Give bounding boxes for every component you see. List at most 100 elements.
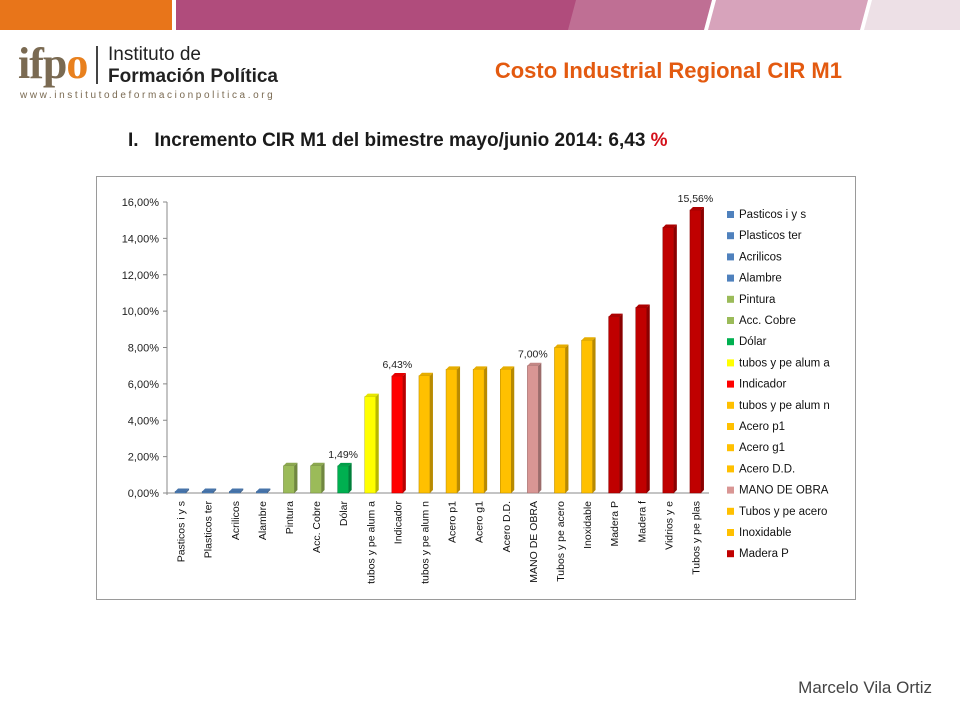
bar-top bbox=[337, 462, 352, 466]
bar bbox=[337, 465, 349, 494]
legend-label: Alambre bbox=[739, 273, 782, 285]
legend-swatch bbox=[727, 507, 734, 515]
bar-side bbox=[565, 344, 569, 493]
x-tick-label: Acrilicos bbox=[230, 501, 242, 540]
subtitle-text: I. Incremento CIR M1 del bimestre mayo/j… bbox=[128, 130, 651, 151]
data-label: 1,49% bbox=[328, 449, 358, 461]
bar-side bbox=[457, 366, 461, 493]
bar-chart: 0,00% 2,00% 4,00% 6,00% 8,00% 10,00% 12,00% 14,… bbox=[122, 193, 831, 584]
logo-mark: ifpo bbox=[18, 39, 88, 88]
footer-author: Marcelo Vila Ortiz bbox=[798, 678, 932, 697]
bar bbox=[364, 396, 376, 494]
bar-side bbox=[511, 366, 515, 493]
legend-swatch bbox=[727, 232, 734, 240]
bar bbox=[689, 209, 702, 494]
x-tick-label: Tubos y pe plas bbox=[690, 501, 702, 575]
logo-name-line2: Formación Política bbox=[108, 66, 278, 87]
logo-separator bbox=[96, 46, 98, 84]
legend-label: tubos y pe alum n bbox=[739, 400, 830, 412]
bar bbox=[418, 375, 431, 494]
legend-swatch bbox=[727, 338, 734, 346]
bar-top bbox=[500, 366, 515, 370]
x-tick-label: Acero D.D. bbox=[501, 501, 513, 552]
bar-top bbox=[446, 366, 461, 370]
legend-swatch bbox=[727, 253, 734, 261]
bar-side bbox=[294, 462, 298, 493]
bar bbox=[554, 347, 566, 494]
bar-side bbox=[375, 393, 379, 493]
legend-label: Acc. Cobre bbox=[739, 315, 796, 327]
x-tick-label: Indicador bbox=[392, 501, 404, 545]
x-tick-label: Alambre bbox=[257, 501, 269, 540]
y-tick-label: 0,00% bbox=[128, 488, 159, 500]
bar-side bbox=[619, 313, 623, 493]
bar-top bbox=[175, 488, 190, 492]
bar-top bbox=[202, 488, 217, 492]
bar bbox=[310, 465, 322, 494]
bar-top bbox=[229, 488, 244, 492]
legend-label: MANO DE OBRA bbox=[739, 485, 829, 497]
legend-swatch bbox=[727, 380, 734, 388]
bar-top bbox=[364, 393, 379, 397]
bar-side bbox=[402, 373, 406, 493]
bar-side bbox=[213, 488, 217, 493]
legend-swatch bbox=[727, 465, 734, 473]
logo-name-line1: Instituto de bbox=[108, 44, 201, 65]
legend-label: Acero g1 bbox=[739, 442, 785, 454]
bar-top bbox=[608, 313, 623, 317]
legend-label: Pasticos i y s bbox=[739, 209, 806, 221]
x-tick-label: Inoxidable bbox=[582, 501, 594, 549]
y-tick-label: 8,00% bbox=[128, 343, 159, 355]
bar bbox=[283, 465, 295, 494]
legend-swatch bbox=[727, 359, 734, 367]
bar-side bbox=[700, 207, 704, 493]
x-tick-label: tubos y pe alum a bbox=[365, 501, 377, 584]
y-tick-label: 4,00% bbox=[128, 415, 159, 427]
bar bbox=[500, 369, 512, 494]
bar-side bbox=[186, 488, 190, 493]
bar bbox=[229, 491, 241, 494]
bar bbox=[445, 369, 458, 494]
bar-side bbox=[646, 304, 650, 493]
x-tick-label: Vidrios y e bbox=[663, 501, 675, 550]
bar-top bbox=[283, 462, 298, 466]
legend-swatch bbox=[727, 423, 734, 430]
legend-label: Acero p1 bbox=[739, 421, 785, 433]
y-tick-label: 12,00% bbox=[122, 270, 160, 282]
bar-top bbox=[310, 462, 325, 466]
x-tick-label: MANO DE OBRA bbox=[528, 501, 540, 583]
y-tick-label: 10,00% bbox=[122, 306, 160, 318]
data-label: 15,56% bbox=[678, 193, 714, 205]
bar-top bbox=[256, 488, 271, 492]
bar bbox=[256, 491, 268, 494]
bar-top bbox=[473, 366, 488, 370]
x-tick-label: tubos y pe alum n bbox=[419, 501, 431, 584]
bar-top bbox=[391, 373, 406, 377]
x-tick-label: Acc. Cobre bbox=[311, 501, 323, 553]
x-tick-label: Pintura bbox=[284, 501, 296, 534]
chart-frame: 0,00% 2,00% 4,00% 6,00% 8,00% 10,00% 12,00% 14,… bbox=[96, 176, 856, 600]
top-color-band bbox=[0, 0, 960, 30]
bar-side bbox=[429, 372, 433, 493]
bar bbox=[174, 491, 187, 494]
bar-side bbox=[592, 337, 596, 493]
subtitle: I. Incremento CIR M1 del bimestre mayo/j… bbox=[128, 130, 668, 152]
legend-label: Acrilicos bbox=[739, 251, 782, 263]
legend-swatch bbox=[727, 317, 734, 324]
bar-side bbox=[538, 362, 542, 493]
bar bbox=[527, 365, 539, 494]
x-tick-label: Madera P bbox=[609, 501, 621, 547]
bar-top bbox=[527, 362, 542, 366]
bar-side bbox=[673, 224, 677, 493]
legend-label: Inoxidable bbox=[739, 527, 791, 539]
legend-swatch bbox=[727, 295, 734, 303]
x-tick-label: Acero p1 bbox=[447, 501, 459, 543]
x-tick-label: Plasticos ter bbox=[203, 500, 215, 558]
bar-side bbox=[484, 366, 488, 493]
y-tick-label: 6,00% bbox=[128, 379, 159, 391]
bar-top bbox=[635, 304, 650, 308]
legend-label: Plasticos ter bbox=[739, 230, 802, 242]
x-tick-label: Dólar bbox=[338, 500, 350, 526]
bar-side bbox=[321, 462, 325, 493]
legend-swatch bbox=[727, 401, 734, 409]
